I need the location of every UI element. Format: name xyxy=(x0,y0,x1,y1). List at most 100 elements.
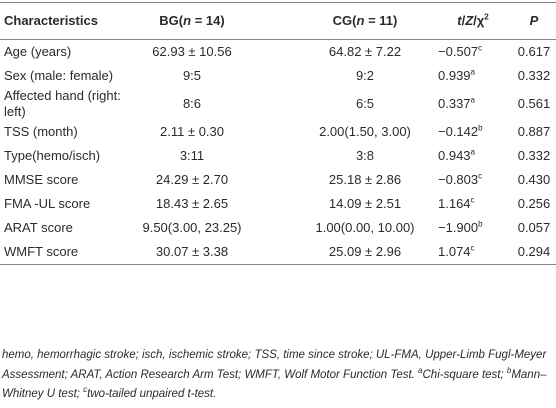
superscript: c xyxy=(478,43,483,53)
table-cell: 30.07 ± 3.38 xyxy=(130,240,254,265)
table-cell: 6:5 xyxy=(355,96,375,111)
text-piece: Characteristics xyxy=(4,13,98,28)
table-cell: 0.943a xyxy=(434,144,512,168)
header-row: Characteristics BG(n = 14) CG(n = 11) t/Z/χ… xyxy=(0,2,556,40)
table-row: MMSE score 24.29 ± 2.70 25.18 ± 2.86 −0.803… xyxy=(0,168,556,192)
table-body: Age (years) 62.93 ± 10.56 64.82 ± 7.22 −0.5… xyxy=(0,40,556,265)
cell-value: −0.507 xyxy=(438,44,479,59)
text-piece: t xyxy=(457,13,462,28)
table-cell: 3:11 xyxy=(179,148,205,163)
table-cell: 1.164c xyxy=(434,192,512,216)
superscript: c xyxy=(83,385,88,395)
header-cell: BG(n = 14) xyxy=(130,2,254,40)
header-cell: Characteristics xyxy=(0,2,130,40)
text-piece: Chi-square test; xyxy=(422,368,507,381)
table-cell: 3:8 xyxy=(355,148,375,163)
superscript: c xyxy=(470,195,475,205)
table-cell: 0.294 xyxy=(512,240,556,265)
superscript: a xyxy=(470,95,475,105)
table-cell: 1.00(0.00, 10.00) xyxy=(315,220,415,235)
table-cell: 62.93 ± 10.56 xyxy=(152,44,232,59)
table-row: Affected hand (right: left) 8:6 6:5 0.337a 0… xyxy=(0,88,556,120)
text-piece: hemo, hemorrhagic stroke; isch, ischemic… xyxy=(2,349,547,381)
table-row: Sex (male: female) 9:5 9:2 0.939a 0.332 xyxy=(0,64,556,88)
cell-value: −1.900 xyxy=(438,220,479,235)
table-cell: 8:6 xyxy=(182,96,202,111)
table-cell: 2.11 ± 0.30 xyxy=(160,124,224,139)
table-row: WMFT score 30.07 ± 3.38 25.09 ± 2.96 1.074c… xyxy=(0,240,556,265)
cell-value: −0.142 xyxy=(438,124,479,139)
table-cell: 0.939a xyxy=(434,64,512,88)
table-cell: −0.142b xyxy=(434,120,512,144)
header-cell: CG(n = 11) xyxy=(254,2,434,40)
text-piece: n xyxy=(183,13,192,28)
superscript: a xyxy=(418,365,423,375)
table-cell: 0.430 xyxy=(517,172,551,187)
table-row: Type(hemo/isch) 3:11 3:8 0.943a 0.332 xyxy=(0,144,556,168)
superscript: a xyxy=(470,147,475,157)
table-row: TSS (month) 2.11 ± 0.30 2.00(1.50, 3.00) −0… xyxy=(0,120,556,144)
cell-value: 1.074 xyxy=(438,244,471,259)
table-cell: Affected hand (right: left) xyxy=(4,88,121,119)
table-cell: Type(hemo/isch) xyxy=(4,148,101,163)
table-cell: 2.00(1.50, 3.00) xyxy=(319,124,411,139)
table-cell: 18.43 ± 2.65 xyxy=(155,196,229,211)
table-cell: 24.29 ± 2.70 xyxy=(155,172,229,187)
text-piece: Z xyxy=(465,13,474,28)
header-cell: P xyxy=(512,2,556,40)
table-cell: WMFT score xyxy=(0,240,130,265)
table-cell: 25.18 ± 2.86 xyxy=(328,172,402,187)
cell-value: 1.164 xyxy=(438,196,471,211)
table-cell: 0.617 xyxy=(517,44,551,59)
table-cell: −1.900b xyxy=(434,216,512,240)
table-cell: FMA -UL score xyxy=(4,196,91,211)
table-cell: 9:5 xyxy=(182,68,202,83)
text-piece: / xyxy=(461,13,466,28)
table-cell: ARAT score xyxy=(4,220,73,235)
table-cell: MMSE score xyxy=(4,172,79,187)
superscript: c xyxy=(470,243,475,253)
header-cell: t/Z/χ2 xyxy=(434,2,512,40)
cell-value: 0.939 xyxy=(438,68,471,83)
cell-value: 0.337 xyxy=(438,96,471,111)
table-cell: TSS (month) xyxy=(4,124,78,139)
table-cell: 0.332 xyxy=(517,68,551,83)
superscript: b xyxy=(478,123,483,133)
table-cell: Age (years) xyxy=(4,44,72,59)
text-piece: CG( xyxy=(332,13,357,28)
superscript: c xyxy=(478,171,483,181)
superscript: a xyxy=(470,67,475,77)
table-row: FMA -UL score 18.43 ± 2.65 14.09 ± 2.51 1.1… xyxy=(0,192,556,216)
table-cell: −0.507c xyxy=(434,40,512,65)
table-row: Age (years) 62.93 ± 10.56 64.82 ± 7.22 −0.5… xyxy=(0,40,556,65)
table-cell: 9:2 xyxy=(355,68,375,83)
text-piece: n xyxy=(356,13,365,28)
table-cell: 9.50(3.00, 23.25) xyxy=(142,220,242,235)
table-cell: 25.09 ± 2.96 xyxy=(254,240,434,265)
table-cell: 0.337a xyxy=(434,88,512,120)
text-piece: Mann–Whitney U test; xyxy=(2,368,547,401)
table-cell: 0.057 xyxy=(517,220,551,235)
text-piece: P xyxy=(529,13,539,28)
superscript: b xyxy=(506,365,512,375)
text-piece: two-tailed unpaired xyxy=(87,388,188,400)
text-piece: BG( xyxy=(159,13,184,28)
table-cell: 0.561 xyxy=(517,96,551,111)
text-piece: t xyxy=(187,388,191,400)
table-cell: 0.256 xyxy=(517,196,551,211)
superscript: 2 xyxy=(484,12,489,22)
cell-value: 0.943 xyxy=(438,148,471,163)
text-piece: = 11) xyxy=(364,13,398,28)
data-table: Characteristics BG(n = 14) CG(n = 11) t/Z/χ… xyxy=(0,2,556,265)
table-cell: 0.887 xyxy=(517,124,551,139)
table-cell: 1.074c xyxy=(434,240,512,265)
table-cell: −0.803c xyxy=(434,168,512,192)
footnote: hemo, hemorrhagic stroke; isch, ischemic… xyxy=(2,346,552,405)
table-row: ARAT score 9.50(3.00, 23.25) 1.00(0.00, 10… xyxy=(0,216,556,240)
table-cell: 0.332 xyxy=(517,148,551,163)
text-piece: /χ xyxy=(473,13,485,28)
table-cell: Sex (male: female) xyxy=(4,68,114,83)
superscript: b xyxy=(478,219,483,229)
text-piece: = 14) xyxy=(191,13,225,28)
